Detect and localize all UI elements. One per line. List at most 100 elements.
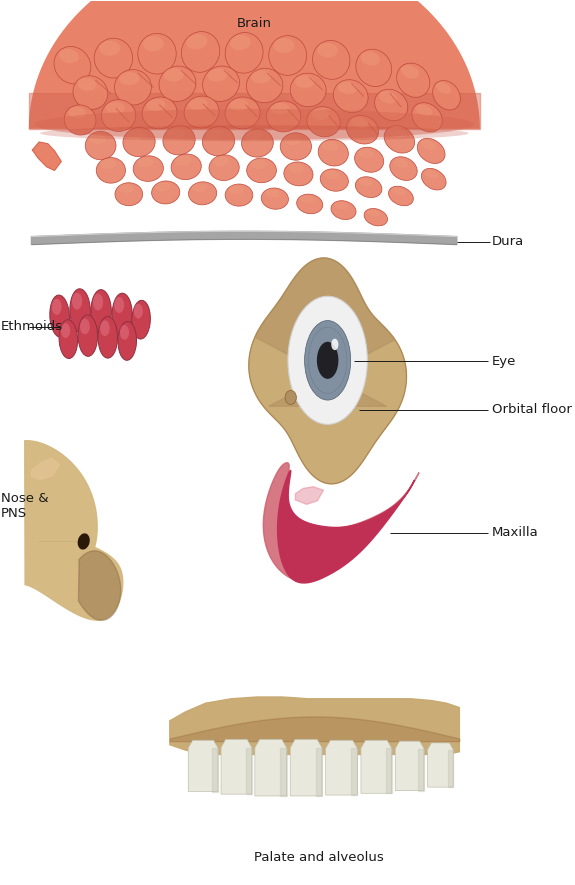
Ellipse shape	[261, 188, 289, 209]
Ellipse shape	[59, 319, 78, 358]
Ellipse shape	[251, 70, 271, 83]
Ellipse shape	[424, 170, 438, 179]
Ellipse shape	[137, 158, 154, 167]
Ellipse shape	[421, 140, 436, 150]
Ellipse shape	[355, 147, 384, 173]
Text: Palate and alveolus: Palate and alveolus	[254, 850, 384, 864]
Polygon shape	[316, 748, 322, 796]
Ellipse shape	[250, 159, 267, 169]
Ellipse shape	[73, 76, 108, 110]
Polygon shape	[32, 458, 60, 480]
Ellipse shape	[311, 109, 329, 120]
Text: Dura: Dura	[492, 235, 524, 249]
Text: Orbital floor: Orbital floor	[492, 404, 572, 416]
Ellipse shape	[77, 78, 97, 90]
Ellipse shape	[297, 194, 323, 213]
Ellipse shape	[132, 300, 151, 339]
Ellipse shape	[119, 72, 139, 85]
Ellipse shape	[367, 210, 380, 217]
Polygon shape	[263, 463, 419, 581]
Ellipse shape	[118, 184, 133, 193]
Ellipse shape	[284, 135, 301, 145]
Polygon shape	[448, 750, 453, 787]
Polygon shape	[221, 739, 252, 794]
Polygon shape	[29, 0, 480, 129]
Ellipse shape	[317, 342, 339, 379]
Ellipse shape	[138, 34, 176, 74]
Ellipse shape	[375, 89, 408, 120]
Ellipse shape	[288, 296, 367, 425]
Ellipse shape	[247, 158, 277, 182]
Ellipse shape	[209, 155, 239, 181]
Ellipse shape	[334, 202, 348, 209]
Ellipse shape	[269, 35, 306, 75]
Ellipse shape	[159, 66, 196, 102]
Ellipse shape	[305, 320, 351, 400]
Ellipse shape	[96, 158, 125, 183]
Polygon shape	[418, 749, 424, 790]
Ellipse shape	[390, 157, 417, 181]
Ellipse shape	[225, 97, 260, 129]
Ellipse shape	[171, 154, 201, 180]
Text: Eye: Eye	[492, 355, 516, 367]
Polygon shape	[255, 258, 395, 406]
Ellipse shape	[300, 196, 315, 203]
Ellipse shape	[290, 73, 326, 107]
Ellipse shape	[78, 534, 90, 550]
Ellipse shape	[68, 107, 86, 119]
Ellipse shape	[364, 209, 388, 226]
Polygon shape	[212, 748, 218, 791]
Polygon shape	[351, 749, 357, 795]
Ellipse shape	[361, 51, 380, 65]
Ellipse shape	[388, 127, 405, 138]
Ellipse shape	[432, 81, 461, 110]
Ellipse shape	[230, 35, 251, 50]
Ellipse shape	[225, 184, 253, 206]
Ellipse shape	[99, 41, 120, 56]
Ellipse shape	[280, 133, 312, 160]
Ellipse shape	[189, 98, 208, 110]
Ellipse shape	[175, 156, 191, 165]
Polygon shape	[32, 142, 61, 170]
Ellipse shape	[331, 201, 356, 219]
Ellipse shape	[123, 127, 155, 157]
Text: Maxilla: Maxilla	[492, 526, 538, 539]
Ellipse shape	[288, 164, 304, 173]
Ellipse shape	[192, 183, 208, 192]
Ellipse shape	[225, 33, 263, 73]
Ellipse shape	[34, 109, 474, 140]
Ellipse shape	[101, 100, 136, 132]
Ellipse shape	[80, 319, 90, 335]
Ellipse shape	[421, 168, 446, 190]
Text: Ethmoids: Ethmoids	[1, 320, 63, 334]
Polygon shape	[361, 740, 392, 793]
Ellipse shape	[91, 289, 112, 334]
Text: Nose &
PNS: Nose & PNS	[1, 492, 48, 520]
Ellipse shape	[384, 126, 415, 153]
Ellipse shape	[184, 96, 219, 128]
Ellipse shape	[106, 102, 125, 113]
Ellipse shape	[322, 141, 339, 151]
Ellipse shape	[416, 104, 432, 116]
Ellipse shape	[358, 149, 374, 158]
Ellipse shape	[120, 325, 129, 340]
Ellipse shape	[320, 169, 348, 191]
Ellipse shape	[436, 82, 451, 94]
Ellipse shape	[401, 65, 419, 79]
Ellipse shape	[264, 189, 279, 197]
Polygon shape	[78, 550, 121, 620]
Ellipse shape	[133, 156, 163, 181]
Ellipse shape	[274, 38, 294, 53]
Ellipse shape	[389, 186, 413, 205]
Ellipse shape	[202, 66, 239, 102]
Ellipse shape	[331, 339, 339, 350]
Ellipse shape	[229, 185, 244, 194]
Ellipse shape	[307, 107, 340, 137]
Ellipse shape	[64, 105, 96, 135]
Ellipse shape	[318, 139, 348, 166]
Ellipse shape	[59, 49, 79, 63]
Ellipse shape	[94, 38, 133, 78]
Ellipse shape	[40, 126, 469, 142]
Ellipse shape	[206, 128, 224, 140]
Ellipse shape	[85, 132, 116, 160]
